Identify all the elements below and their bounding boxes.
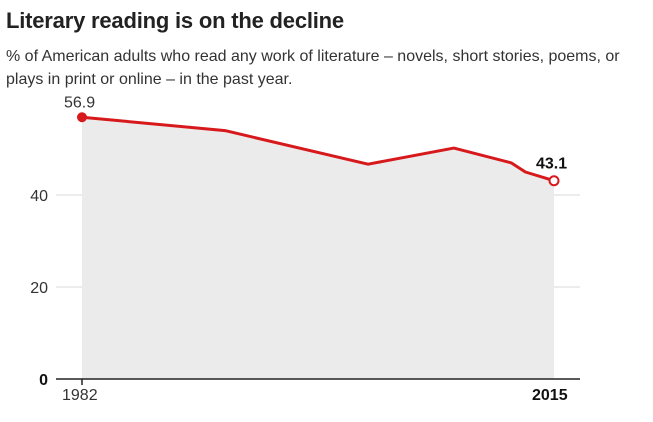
y-tick-label: 40 (30, 188, 48, 205)
data-label-end: 43.1 (536, 156, 567, 173)
x-tick-label-start: 1982 (62, 387, 98, 404)
y-tick-label: 20 (30, 280, 48, 297)
chart-subtitle: % of American adults who read any work o… (6, 48, 620, 88)
data-point-end (548, 175, 560, 187)
data-label-start: 56.9 (64, 94, 95, 111)
x-tick-label-end: 2015 (532, 387, 568, 404)
chart-title: Literary reading is on the decline (6, 8, 344, 33)
area-fill (82, 117, 554, 379)
y-tick-label: 0 (39, 372, 48, 389)
data-point-start (77, 112, 87, 123)
